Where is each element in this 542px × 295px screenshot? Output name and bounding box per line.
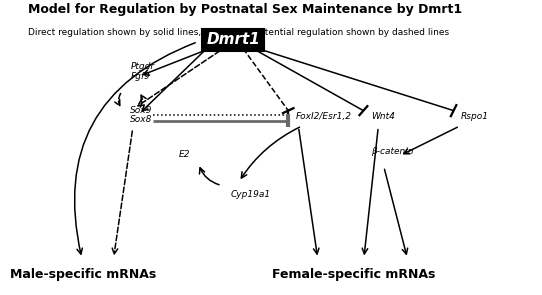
Text: β-catenin: β-catenin	[371, 147, 414, 156]
Text: FoxI2/Esr1,2: FoxI2/Esr1,2	[296, 112, 352, 121]
Text: Dmrt1: Dmrt1	[206, 32, 260, 47]
Text: Male-specific mRNAs: Male-specific mRNAs	[10, 268, 156, 281]
Text: Ptgdr
Fgf9: Ptgdr Fgf9	[131, 63, 154, 81]
Text: Sox9
Sox8: Sox9 Sox8	[131, 106, 153, 124]
Text: Wnt4: Wnt4	[371, 112, 395, 121]
Text: Rspo1: Rspo1	[461, 112, 489, 121]
Text: Direct regulation shown by solid lines, indirect or potential regulation shown b: Direct regulation shown by solid lines, …	[28, 28, 449, 37]
Text: Cyp19a1: Cyp19a1	[231, 190, 271, 199]
Text: Female-specific mRNAs: Female-specific mRNAs	[272, 268, 435, 281]
Text: Model for Regulation by Postnatal Sex Maintenance by Dmrt1: Model for Regulation by Postnatal Sex Ma…	[28, 3, 462, 16]
Text: E2: E2	[179, 150, 191, 159]
